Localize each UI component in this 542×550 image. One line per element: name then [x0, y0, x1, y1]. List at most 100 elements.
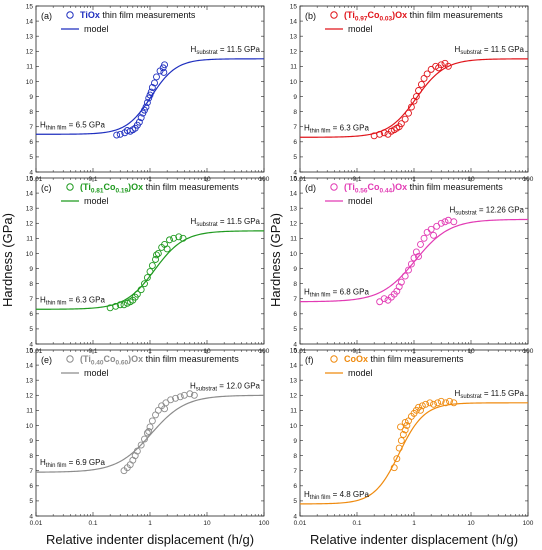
substrate-hardness-annotation: Hsubstrat = 12.26 GPa	[450, 205, 525, 216]
y-tick-label: 11	[290, 408, 297, 415]
x-axis-label-right: Relative indenter displacement (h/g)	[310, 532, 518, 547]
y-tick-label: 5	[293, 326, 297, 333]
data-point	[143, 99, 151, 107]
y-tick-label: 13	[290, 205, 298, 212]
legend-sample-label: (Ti0.40Co0.60)Ox thin film measurements	[80, 354, 239, 367]
data-point	[145, 428, 153, 435]
data-point	[137, 286, 145, 294]
y-tick-label: 5	[29, 154, 33, 161]
substrate-hardness-annotation: Hsubstrat = 11.5 GPa	[455, 389, 525, 400]
data-point	[430, 400, 437, 408]
legend-sample-label: TiOx thin film measurements	[80, 10, 196, 20]
y-tick-label: 8	[293, 109, 297, 116]
data-point	[423, 228, 431, 236]
data-point	[420, 74, 428, 82]
y-tick-label: 13	[290, 33, 298, 40]
y-tick-label: 4	[29, 169, 33, 176]
y-tick-label: 14	[290, 190, 298, 197]
panel-label: (a)	[41, 11, 52, 21]
legend-marker	[330, 355, 338, 363]
data-point	[417, 81, 425, 88]
y-tick-label: 4	[293, 341, 297, 348]
y-tick-label: 5	[29, 326, 33, 333]
y-tick-label: 7	[29, 124, 33, 131]
data-point	[142, 103, 150, 111]
substrate-hardness-annotation: Hsubstrat = 11.5 GPa	[455, 45, 525, 56]
data-point	[161, 405, 169, 413]
y-tick-label: 8	[29, 281, 33, 288]
data-point	[397, 120, 405, 128]
y-tick-label: 14	[26, 190, 34, 197]
legend-model-label: model	[348, 368, 373, 378]
y-tick-label: 12	[290, 393, 298, 400]
data-point	[442, 399, 450, 407]
data-point	[437, 397, 445, 405]
y-tick-label: 9	[29, 94, 33, 101]
data-point	[152, 411, 159, 419]
data-point	[417, 406, 424, 414]
y-tick-label: 8	[29, 453, 33, 460]
data-point	[426, 399, 434, 407]
data-point	[152, 256, 159, 263]
y-tick-label: 11	[26, 408, 33, 415]
data-point	[412, 248, 420, 256]
data-point	[175, 233, 183, 241]
y-tick-label: 4	[29, 341, 33, 348]
data-point	[153, 73, 160, 81]
data-point	[412, 93, 420, 101]
y-tick-label: 11	[26, 236, 33, 243]
y-tick-label: 10	[290, 423, 298, 430]
data-point	[380, 295, 388, 303]
y-tick-label: 14	[26, 18, 34, 25]
data-point	[380, 129, 388, 137]
data-point	[186, 390, 194, 398]
y-tick-label: 12	[290, 221, 298, 228]
panel-label: (b)	[305, 11, 316, 21]
data-point	[153, 251, 160, 259]
data-point	[434, 399, 442, 407]
data-point	[390, 464, 398, 472]
y-tick-label: 6	[29, 311, 33, 318]
data-point	[146, 423, 154, 431]
data-point	[180, 391, 188, 399]
data-point	[417, 240, 424, 248]
data-point	[376, 130, 384, 138]
data-point	[407, 103, 415, 111]
y-axis-label: Hardness (GPa)	[0, 213, 15, 307]
data-point	[415, 87, 422, 94]
y-tick-label: 14	[290, 18, 298, 25]
y-tick-label: 10	[290, 79, 298, 86]
film-hardness-annotation: Hthin film = 6.3 GPa	[40, 295, 105, 306]
y-tick-label: 9	[293, 94, 297, 101]
legend-sample-label: (Ti0.56Co0.44)Ox thin film measurements	[344, 182, 503, 195]
data-point	[161, 61, 169, 69]
y-tick-label: 13	[26, 377, 34, 384]
data-point	[172, 394, 179, 402]
panel-label: (c)	[41, 183, 52, 193]
data-point	[151, 79, 158, 87]
data-point	[137, 441, 145, 449]
legend-sample-label: (Ti0.81Co0.19)Ox thin film measurements	[80, 182, 239, 195]
y-tick-label: 14	[290, 362, 298, 369]
data-point	[399, 431, 407, 438]
data-point	[450, 218, 458, 226]
data-point	[397, 423, 404, 431]
data-point	[112, 302, 120, 310]
y-tick-label: 9	[29, 266, 33, 273]
substrate-hardness-annotation: Hsubstrat = 11.5 GPa	[191, 45, 261, 56]
data-point	[148, 84, 156, 91]
y-tick-label: 13	[26, 33, 34, 40]
data-point	[427, 225, 435, 233]
data-point	[116, 301, 124, 309]
y-tick-label: 7	[29, 468, 33, 475]
y-tick-label: 10	[26, 251, 34, 258]
y-tick-label: 7	[293, 124, 297, 131]
y-tick-label: 10	[290, 251, 298, 258]
y-tick-label: 12	[26, 221, 34, 228]
data-point	[415, 253, 422, 260]
data-point	[143, 274, 151, 282]
data-point	[405, 266, 412, 274]
legend-model-label: model	[348, 24, 373, 34]
data-point	[401, 272, 409, 280]
